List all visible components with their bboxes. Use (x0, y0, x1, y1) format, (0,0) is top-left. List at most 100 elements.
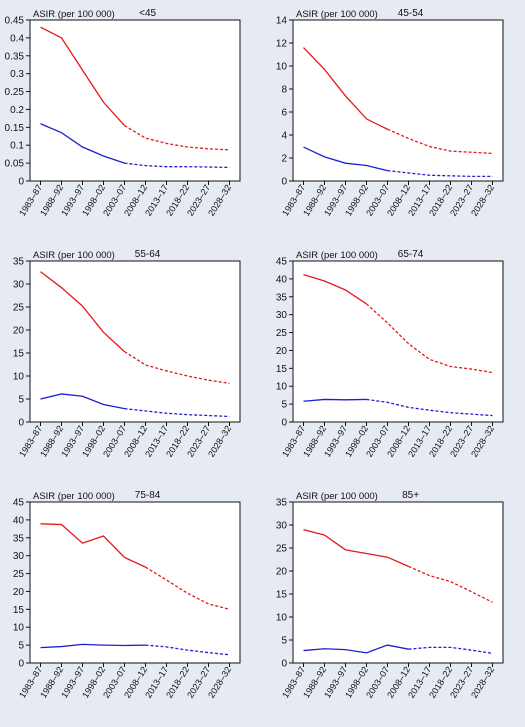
chart-panel-2: ASIR (per 100 000) 45-54 0 2 4 6 8 10 12 14 1983–8… (263, 0, 525, 245)
series-line-blue-projected (366, 398, 493, 417)
y-tick-label: 4 (281, 131, 287, 142)
y-tick-label: 10 (276, 382, 288, 393)
y-tick-label: 25 (276, 544, 288, 555)
series-line-red-projected (366, 303, 493, 374)
y-tick-label: 0 (18, 659, 24, 670)
y-tick-label: 15 (13, 349, 25, 360)
y-tick-label: 5 (281, 636, 287, 647)
series-line-blue-observed (303, 398, 367, 402)
y-tick-label: 5 (18, 641, 24, 652)
plot-area (29, 260, 241, 423)
y-tick-label: 0.1 (10, 141, 24, 152)
y-tick-label: 25 (13, 303, 25, 314)
y-tick-label: 2 (281, 154, 287, 165)
series-line-blue-observed (303, 146, 388, 172)
series-line-red-projected (408, 565, 493, 603)
chart-panel-3: ASIR (per 100 000) 55-64 0 5 10 15 20 25 30 35 198… (0, 241, 262, 486)
series-line-red-projected (387, 128, 493, 155)
series-line-red-observed (303, 47, 388, 130)
y-axis-label: ASIR (per 100 000) (296, 491, 378, 502)
y-axis-label: ASIR (per 100 000) (33, 9, 115, 20)
series-line-blue-projected (124, 162, 230, 169)
y-tick-label: 12 (276, 39, 288, 50)
y-tick-label: 14 (276, 16, 288, 27)
y-axis-label: ASIR (per 100 000) (296, 250, 378, 261)
plot-area (29, 19, 241, 182)
y-tick-label: 0.15 (5, 123, 25, 134)
series-line-blue-projected (145, 644, 230, 656)
y-tick-label: 40 (276, 274, 288, 285)
chart-svg: ASIR (per 100 000) 55-6405101520253035198… (13, 249, 241, 459)
y-tick-label: 0.45 (5, 16, 25, 27)
y-tick-label: 30 (13, 551, 25, 562)
chart-svg: ASIR (per 100 000) <45 0 0.05 0.1 0.15 0.2 0.25… (5, 8, 241, 218)
series-line-red-observed (40, 523, 146, 568)
series-line-red-observed (40, 26, 125, 126)
series-line-blue-observed (40, 123, 125, 164)
chart-title: 75-84 (135, 490, 161, 501)
chart-title: 65-74 (398, 249, 424, 260)
y-tick-label: 15 (276, 590, 288, 601)
y-tick-label: 10 (276, 613, 288, 624)
y-tick-label: 6 (281, 108, 287, 119)
chart-svg: ASIR (per 100 000) 65-74 0 5 10 15 20 25 30 35 40 4… (276, 249, 504, 459)
y-tick-label: 10 (13, 623, 25, 634)
series-line-red-projected (145, 566, 230, 610)
y-tick-label: 0.35 (5, 51, 25, 62)
y-tick-label: 0 (281, 418, 287, 429)
chart-svg: ASIR (per 100 000) 85+051015202530351983–… (276, 490, 504, 700)
series-line-blue-observed (40, 643, 146, 649)
y-tick-label: 0.2 (10, 105, 24, 116)
series-line-blue-projected (124, 408, 230, 418)
series-line-blue-projected (387, 170, 493, 178)
chart-panel-6: ASIR (per 100 000) 85+ 0 5 10 15 20 25 30 35 1983–… (263, 482, 525, 727)
y-tick-label: 45 (13, 498, 25, 509)
y-tick-label: 30 (276, 310, 288, 321)
y-axis-label: ASIR (per 100 000) (296, 9, 378, 20)
series-line-red-projected (124, 351, 230, 385)
chart-panel-5: ASIR (per 100 000) 75-84 0 5 10 15 20 25 30 35 40 4… (0, 482, 262, 727)
y-tick-label: 35 (13, 257, 25, 268)
y-tick-label: 10 (276, 62, 288, 73)
y-tick-label: 10 (13, 372, 25, 383)
chart-panel-1: ASIR (per 100 000) <45 0 0.05 0.1 0.15 0.2 0.25… (0, 0, 262, 245)
y-axis-label: ASIR (per 100 000) (33, 250, 115, 261)
y-tick-label: 30 (276, 521, 288, 532)
chart-title: 55-64 (135, 249, 161, 260)
y-tick-label: 20 (276, 346, 288, 357)
y-tick-label: 0.05 (5, 159, 25, 170)
series-line-red-projected (124, 124, 230, 151)
y-axis-label: ASIR (per 100 000) (33, 491, 115, 502)
y-tick-label: 0 (281, 177, 287, 188)
y-tick-label: 0.3 (10, 69, 24, 80)
plot-area (29, 501, 241, 664)
y-tick-label: 15 (276, 364, 288, 375)
series-line-blue-observed (303, 644, 409, 654)
plot-area (292, 19, 504, 182)
y-tick-label: 0.25 (5, 87, 25, 98)
y-tick-label: 0 (18, 418, 24, 429)
series-line-blue-projected (408, 646, 493, 654)
y-tick-label: 25 (13, 569, 25, 580)
plot-area (292, 501, 504, 664)
chart-svg: ASIR (per 100 000) 45-54024681012141983–8… (276, 8, 504, 218)
chart-title: <45 (139, 8, 156, 19)
y-tick-label: 0 (18, 177, 24, 188)
y-tick-label: 40 (13, 515, 25, 526)
y-tick-label: 8 (281, 85, 287, 96)
y-tick-label: 0.4 (10, 33, 24, 44)
y-tick-label: 5 (18, 395, 24, 406)
y-tick-label: 5 (281, 400, 287, 411)
y-tick-label: 30 (13, 280, 25, 291)
series-line-red-observed (303, 273, 367, 305)
y-tick-label: 15 (13, 605, 25, 616)
y-tick-label: 0 (281, 659, 287, 670)
chart-title: 85+ (402, 490, 419, 501)
y-tick-label: 35 (276, 292, 288, 303)
plot-area (292, 260, 504, 423)
y-tick-label: 20 (13, 326, 25, 337)
y-tick-label: 20 (276, 567, 288, 578)
y-tick-label: 45 (276, 257, 288, 268)
series-line-red-observed (303, 528, 409, 567)
chart-panel-4: ASIR (per 100 000) 65-74 0 5 10 15 20 25 30 35 40 4… (263, 241, 525, 486)
